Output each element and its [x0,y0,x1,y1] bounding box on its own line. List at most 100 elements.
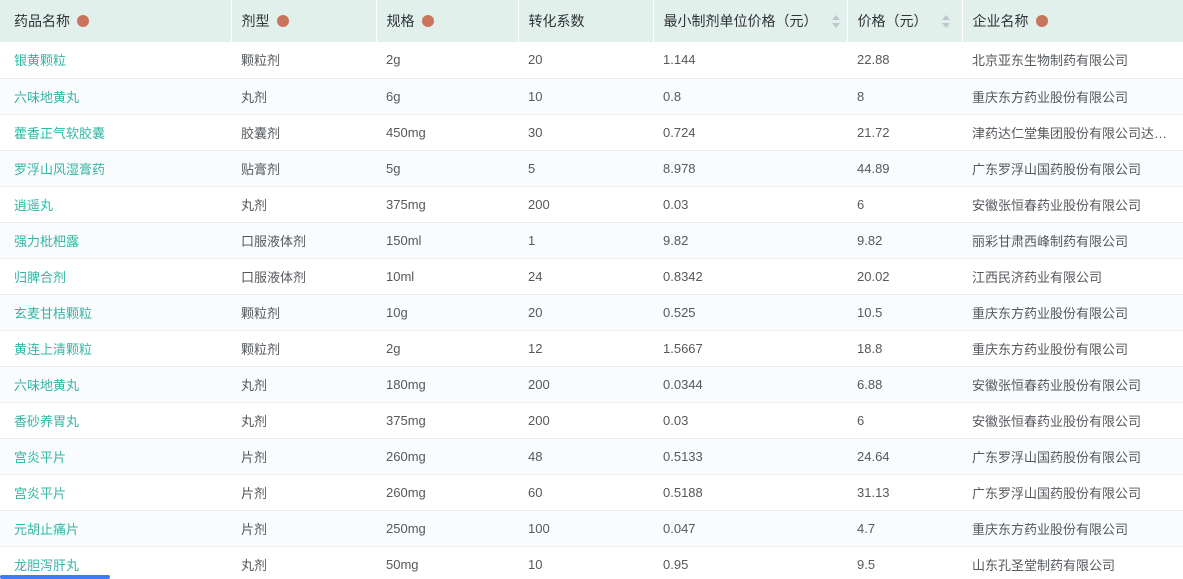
cell-price: 9.5 [847,546,962,579]
cell-text: 丽彩甘肃西峰制药有限公司 [972,233,1129,249]
cell-text: 6 [857,412,865,428]
cell-text: 重庆东方药业股份有限公司 [972,305,1129,321]
cell-text: 180mg [386,376,426,392]
column-header-company: 企业名称 [962,0,1183,42]
cell-company: 山东孔圣堂制药有限公司 [962,546,1183,579]
cell-conversion-factor: 60 [518,474,653,511]
sort-ascending-icon[interactable] [941,14,950,20]
cell-price: 10.5 [847,294,962,331]
cell-min-unit-price: 0.8 [653,78,847,115]
cell-text: 50mg [386,556,419,572]
cell-text: 片剂 [241,449,268,465]
drug-name-link[interactable]: 元胡止痛片 [14,521,80,537]
cell-text: 颗粒剂 [241,341,281,357]
cell-text: 10.5 [857,304,883,320]
drug-name-link[interactable]: 六味地黄丸 [14,89,80,105]
drug-name-link[interactable]: 六味地黄丸 [14,377,80,393]
table-header: 药品名称 剂型 规格 转化系数 最小制剂单位价格（元） 价格（元） 企业名称 [0,0,1183,42]
table-row: 逍遥丸 丸剂 375mg 200 0.03 6 安徽张恒春药业股份有限公司 [0,186,1183,223]
cell-text: 60 [528,484,543,500]
cell-text: 6.88 [857,376,883,392]
cell-conversion-factor: 20 [518,42,653,79]
sort-ascending-icon[interactable] [831,14,840,20]
cell-dosage-form: 颗粒剂 [231,294,376,331]
cell-dosage-form: 胶囊剂 [231,114,376,151]
cell-dosage-form: 贴膏剂 [231,150,376,187]
sort-descending-icon[interactable] [831,22,840,28]
cell-conversion-factor: 100 [518,510,653,547]
sort-descending-icon[interactable] [941,22,950,28]
drug-name-link[interactable]: 罗浮山风湿膏药 [14,161,106,177]
column-header-min-unit-price[interactable]: 最小制剂单位价格（元） [653,0,848,42]
cell-text: 片剂 [241,521,268,537]
cell-text: 5 [528,160,536,176]
drug-name-link[interactable]: 宫炎平片 [14,449,67,465]
cell-spec: 10g [376,294,518,331]
cell-text: 0.5188 [663,484,703,500]
cell-text: 8.978 [663,160,696,176]
cell-min-unit-price: 0.03 [653,186,847,223]
cell-price: 4.7 [847,510,962,547]
cell-text: 24.64 [857,448,890,464]
cell-drug-name: 六味地黄丸 [0,78,231,115]
drug-name-link[interactable]: 归脾合剂 [14,269,67,285]
drug-name-link[interactable]: 香砂养胃丸 [14,413,80,429]
cell-text: 胶囊剂 [241,125,281,141]
cell-drug-name: 玄麦甘桔颗粒 [0,294,231,331]
sort-carets[interactable] [831,14,840,28]
cell-text: 丸剂 [241,89,268,105]
cell-min-unit-price: 0.8342 [653,258,847,295]
drug-name-link[interactable]: 银黄颗粒 [14,53,67,69]
column-header-label: 规格 [386,13,415,29]
cell-drug-name: 香砂养胃丸 [0,402,231,439]
drug-name-link[interactable]: 藿香正气软胶囊 [14,125,106,141]
cell-spec: 375mg [376,186,518,223]
table-row: 龙胆泻肝丸 丸剂 50mg 10 0.95 9.5 山东孔圣堂制药有限公司 [0,546,1183,579]
cell-text: 150ml [386,232,422,248]
cell-price: 18.8 [847,330,962,367]
cell-conversion-factor: 30 [518,114,653,151]
cell-price: 21.72 [847,114,962,151]
cell-text: 0.047 [663,520,696,536]
table-row: 六味地黄丸 丸剂 6g 10 0.8 8 重庆东方药业股份有限公司 [0,78,1183,115]
cell-spec: 10ml [376,258,518,295]
drug-name-link[interactable]: 强力枇杷露 [14,233,80,249]
cell-company: 丽彩甘肃西峰制药有限公司 [962,222,1183,259]
drug-name-link[interactable]: 逍遥丸 [14,197,54,213]
cell-spec: 375mg [376,402,518,439]
cell-text: 2g [386,52,401,68]
cell-text: 48 [528,448,543,464]
drug-name-link[interactable]: 龙胆泻肝丸 [14,557,80,573]
cell-text: 10g [386,304,408,320]
cell-drug-name: 逍遥丸 [0,186,231,223]
column-header-label: 企业名称 [972,13,1029,29]
cell-drug-name: 罗浮山风湿膏药 [0,150,231,187]
cell-text: 山东孔圣堂制药有限公司 [972,557,1116,573]
cell-text: 口服液体剂 [241,269,307,285]
cell-min-unit-price: 0.95 [653,546,847,579]
cell-text: 安徽张恒春药业股份有限公司 [972,197,1142,213]
drug-name-link[interactable]: 黄连上清颗粒 [14,341,93,357]
cell-spec: 2g [376,330,518,367]
cell-price: 9.82 [847,222,962,259]
cell-drug-name: 宫炎平片 [0,474,231,511]
cell-company: 江西民济药业有限公司 [962,258,1183,295]
cell-text: 1.144 [663,52,696,68]
cell-drug-name: 强力枇杷露 [0,222,231,259]
cell-spec: 50mg [376,546,518,579]
cell-text: 20 [528,304,543,320]
table-header-row: 药品名称 剂型 规格 转化系数 最小制剂单位价格（元） 价格（元） 企业名称 [0,0,1183,42]
cell-text: 375mg [386,196,426,212]
drug-name-link[interactable]: 宫炎平片 [14,485,67,501]
cell-spec: 260mg [376,438,518,475]
cell-text: 1.5667 [663,340,703,356]
cell-text: 12 [528,340,543,356]
drug-name-link[interactable]: 玄麦甘桔颗粒 [14,305,93,321]
cell-min-unit-price: 8.978 [653,150,847,187]
cell-text: 广东罗浮山国药股份有限公司 [972,161,1142,177]
column-header-price[interactable]: 价格（元） [847,0,963,42]
cell-text: 9.82 [857,232,883,248]
horizontal-scrollbar-thumb[interactable] [0,575,110,579]
sort-carets[interactable] [941,14,950,28]
